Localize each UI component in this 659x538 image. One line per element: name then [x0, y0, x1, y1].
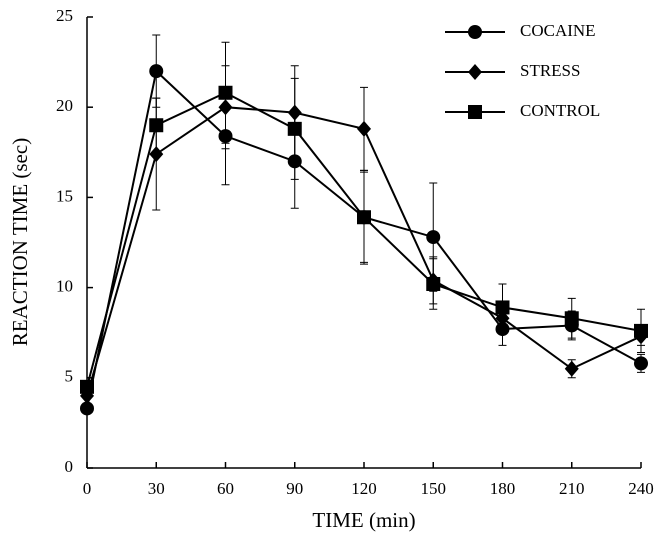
marker [426, 230, 441, 245]
legend-marker [468, 25, 482, 39]
legend-marker [468, 64, 482, 80]
x-tick-label: 60 [217, 479, 234, 498]
y-tick-label: 5 [65, 367, 74, 386]
marker [149, 118, 164, 133]
y-axis-title: REACTION TIME (sec) [8, 138, 32, 346]
marker [634, 323, 648, 338]
y-tick-label: 20 [56, 96, 73, 115]
x-tick-label: 210 [559, 479, 585, 498]
y-tick-label: 15 [56, 186, 73, 205]
marker [357, 120, 371, 137]
x-tick-label: 30 [148, 479, 165, 498]
marker [564, 311, 579, 326]
legend-label: COCAINE [520, 21, 596, 40]
x-tick-label: 180 [490, 479, 516, 498]
x-axis-title: TIME (min) [312, 508, 415, 532]
marker [426, 276, 441, 291]
marker [357, 210, 371, 225]
marker [564, 360, 579, 377]
marker [80, 379, 94, 394]
y-tick-label: 0 [65, 457, 74, 476]
legend-label: CONTROL [520, 101, 600, 120]
marker [495, 300, 510, 315]
marker [218, 85, 233, 100]
marker [287, 121, 302, 136]
y-tick-label: 25 [56, 6, 73, 25]
marker [80, 401, 94, 416]
legend-marker [468, 105, 482, 119]
x-tick-label: 120 [351, 479, 377, 498]
x-tick-label: 150 [421, 479, 447, 498]
marker [149, 146, 164, 163]
marker [634, 356, 648, 371]
marker [149, 64, 164, 79]
x-tick-label: 240 [628, 479, 654, 498]
x-tick-label: 0 [83, 479, 92, 498]
x-tick-label: 90 [286, 479, 303, 498]
y-tick-label: 10 [56, 277, 73, 296]
legend-label: STRESS [520, 61, 580, 80]
